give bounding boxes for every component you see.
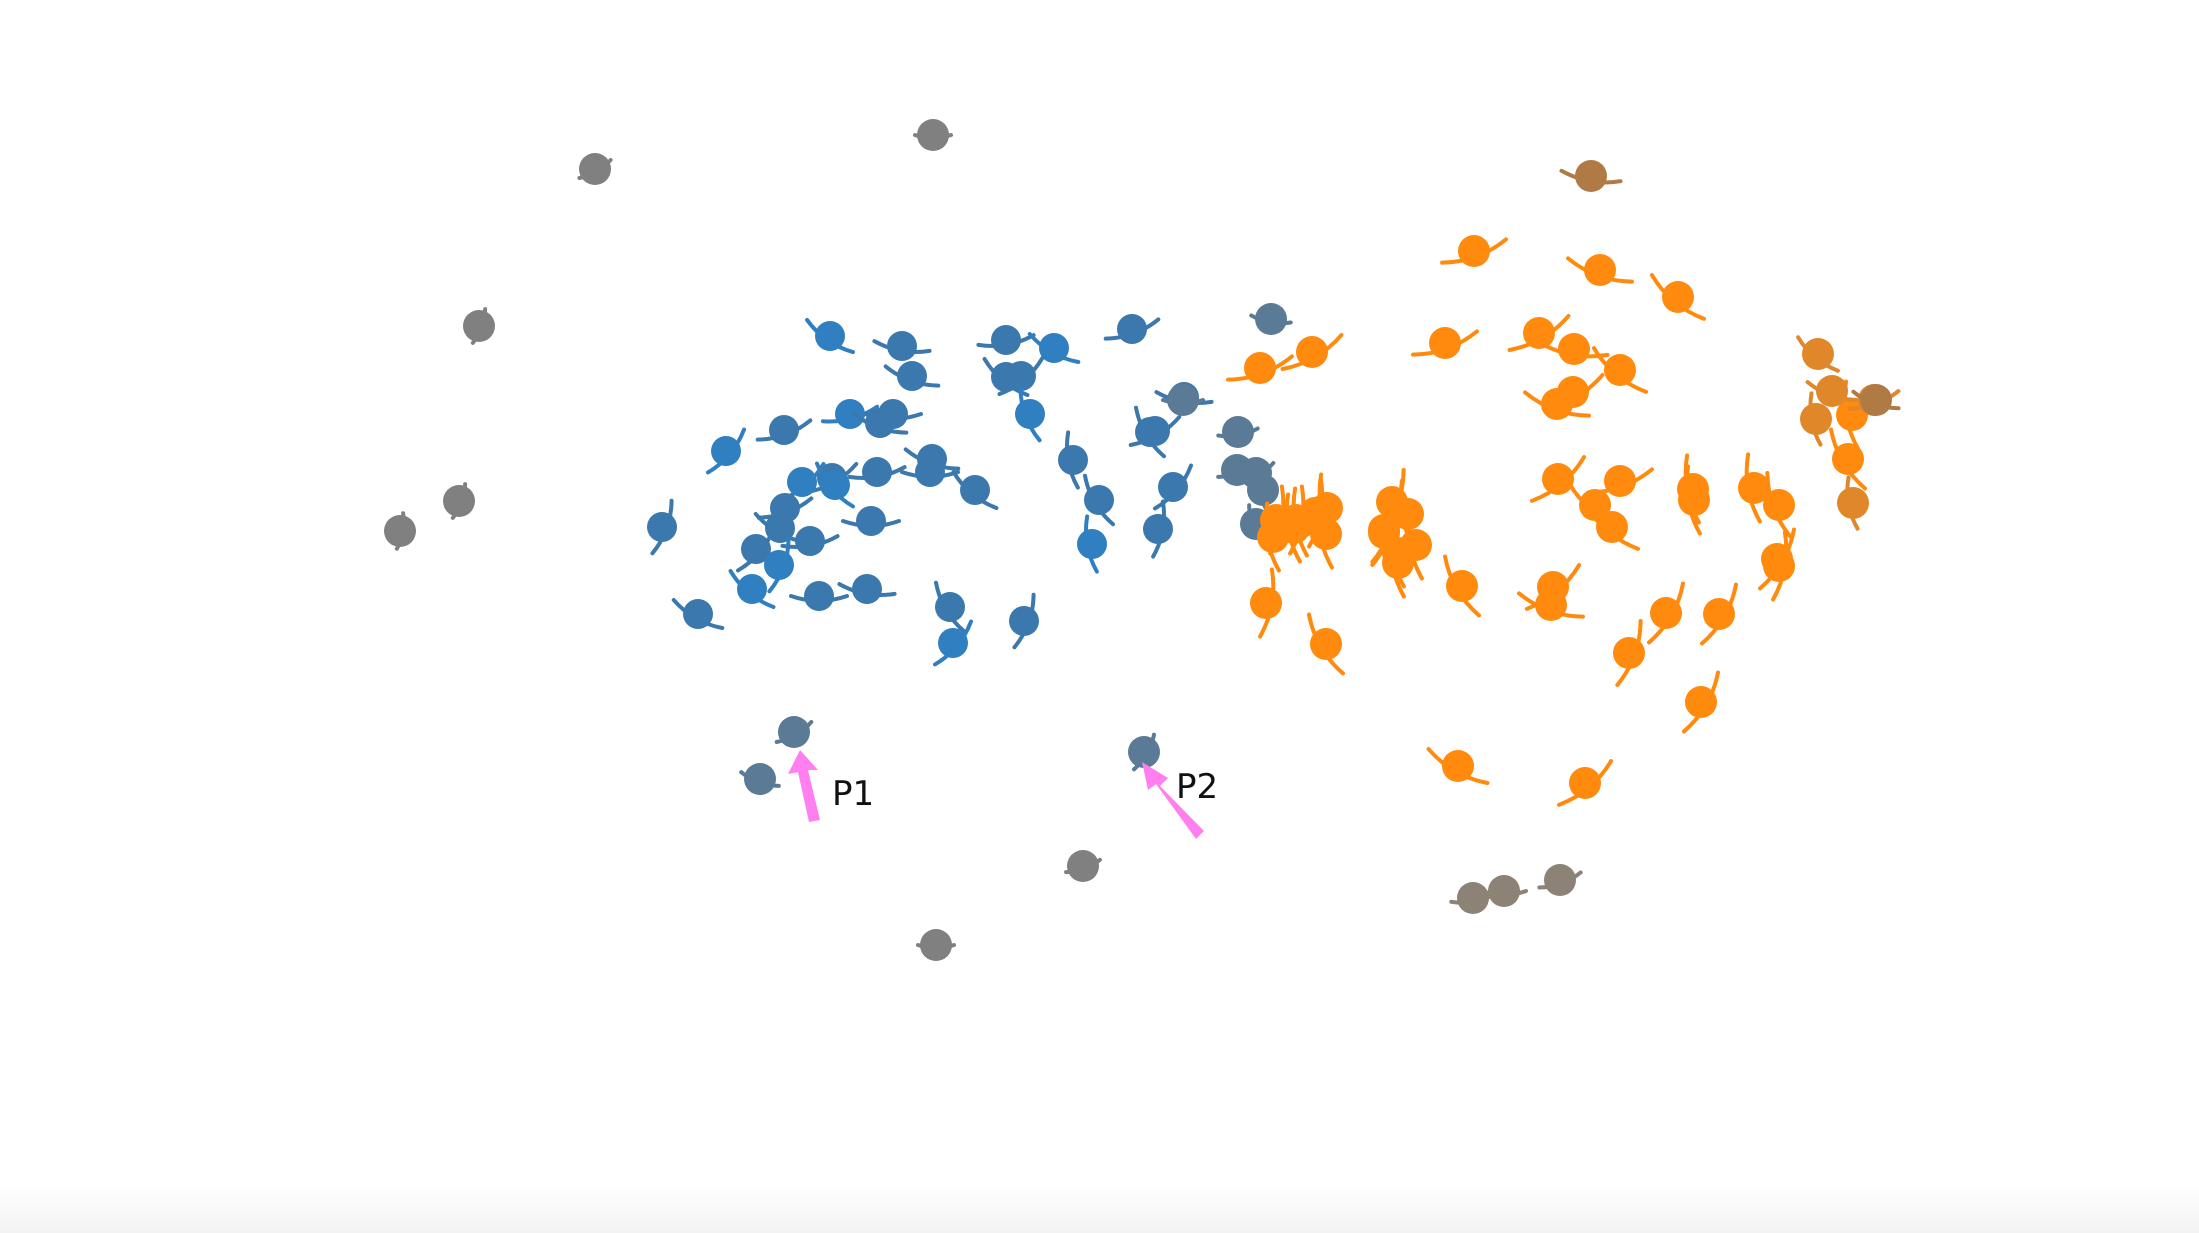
orange-muted-point: [1837, 475, 1869, 531]
blue-grey-point: [739, 763, 781, 795]
orange-point: [1682, 670, 1720, 734]
orange-point: [1566, 254, 1634, 286]
blue-point: [1027, 332, 1081, 364]
blue-point: [820, 399, 880, 429]
grey-point: [463, 307, 495, 345]
orange-point: [1529, 455, 1587, 503]
warm-grey-point: [1480, 875, 1528, 907]
orange-point: [1678, 464, 1710, 536]
arrow-p2: [1142, 762, 1204, 839]
grey-point: [443, 482, 475, 520]
orange-point: [1758, 527, 1796, 591]
blue-grey-point: [1236, 457, 1276, 489]
orange-point: [1763, 471, 1795, 539]
blue-point: [1153, 463, 1193, 511]
blue-point: [851, 408, 909, 438]
blue-point: [755, 415, 813, 445]
orange-point: [1440, 235, 1508, 267]
grey-point: [913, 119, 953, 151]
blue-point: [706, 427, 746, 475]
blue-point: [1015, 385, 1045, 443]
blue-point: [780, 526, 840, 556]
orange-point: [1556, 759, 1614, 807]
orange-muted-point: [1805, 375, 1859, 407]
blue-grey-point: [1216, 416, 1260, 448]
orange-point: [1613, 619, 1645, 687]
blue-point: [1058, 430, 1088, 490]
blue-point: [728, 569, 776, 609]
blue-point: [1103, 314, 1161, 344]
orange-point: [1591, 346, 1649, 394]
orange-point: [1382, 527, 1414, 599]
grey-point: [577, 153, 613, 185]
blue-point: [976, 325, 1036, 355]
orange-point: [1310, 498, 1342, 570]
brown-point: [1559, 160, 1623, 192]
blue-point: [847, 457, 907, 487]
arrows-layer: [788, 750, 1204, 839]
warm-grey-point: [1537, 864, 1583, 896]
blue-point: [1077, 514, 1107, 574]
orange-point: [1583, 503, 1641, 551]
orange-point: [1250, 567, 1282, 639]
blue-point: [671, 598, 725, 630]
blue-point: [837, 574, 897, 604]
arrow-p1: [788, 750, 820, 822]
orange-muted-point: [1800, 391, 1832, 447]
blue-point: [934, 580, 966, 634]
orange-point: [1523, 388, 1591, 420]
orange-point: [1443, 554, 1481, 618]
blue-grey-point: [1249, 303, 1293, 335]
orange-point: [1307, 612, 1345, 676]
points-layer: [384, 119, 1901, 961]
orange-point: [1226, 352, 1294, 384]
blue-point: [1009, 592, 1039, 650]
blue-point: [805, 317, 855, 355]
blue-point: [997, 356, 1045, 396]
orange-point: [1647, 581, 1685, 645]
blue-point: [900, 457, 960, 487]
blue-point: [764, 536, 794, 594]
blue-grey-point: [1161, 384, 1205, 416]
orange-muted-point: [1796, 335, 1840, 373]
orange-point: [1738, 452, 1770, 524]
orange-point: [1700, 582, 1738, 646]
brown-point: [1851, 384, 1901, 416]
orange-point: [1280, 333, 1344, 371]
blue-point: [883, 361, 941, 391]
grey-point: [384, 511, 416, 551]
label-p2: P2: [1176, 767, 1218, 807]
blue-grey-point: [1128, 732, 1160, 772]
blue-point: [1143, 499, 1173, 559]
blue-point: [647, 498, 677, 556]
blue-point: [789, 581, 849, 611]
blue-point: [841, 506, 901, 536]
blue-grey-point: [774, 716, 814, 748]
grey-point: [916, 929, 956, 961]
blue-point: [1128, 415, 1182, 447]
blue-point: [951, 470, 999, 510]
grey-point: [1064, 850, 1102, 882]
bottom-bar: [0, 1185, 2199, 1233]
orange-point: [1829, 427, 1867, 491]
orange-point: [1426, 747, 1490, 785]
blue-point: [736, 525, 776, 573]
orange-point: [1507, 314, 1571, 352]
blue-point: [1083, 473, 1115, 527]
orange-point: [1649, 273, 1707, 321]
orange-point: [1411, 327, 1479, 359]
warm-grey-point: [1449, 882, 1497, 914]
blue-point: [872, 331, 932, 361]
label-p1: P1: [832, 774, 874, 814]
orange-point: [1517, 589, 1585, 621]
orange-point: [1285, 486, 1317, 558]
blue-point: [933, 619, 973, 667]
